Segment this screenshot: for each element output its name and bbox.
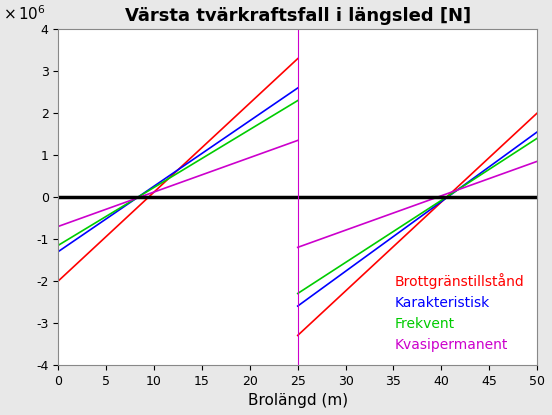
- Kvasipermanent: [294, 138, 301, 143]
- Legend: Brottgränstillstånd, Karakteristisk, Frekvent, Kvasipermanent: Brottgränstillstånd, Karakteristisk, Fre…: [389, 268, 530, 358]
- Karakteristisk: [294, 85, 301, 90]
- Frekvent: [55, 243, 62, 248]
- Karakteristisk: [55, 249, 62, 254]
- Y-axis label: $\times\,10^6$: $\times\,10^6$: [3, 4, 46, 22]
- Line: Karakteristisk: Karakteristisk: [59, 88, 298, 251]
- Kvasipermanent: [55, 224, 62, 229]
- Frekvent: [294, 98, 301, 103]
- Line: Frekvent: Frekvent: [59, 100, 298, 245]
- Brottgränstillstånd: [55, 278, 62, 283]
- Line: Brottgränstillstånd: Brottgränstillstånd: [59, 59, 298, 281]
- Title: Värsta tvärkraftsfall i längsled [N]: Värsta tvärkraftsfall i längsled [N]: [125, 7, 471, 25]
- Line: Kvasipermanent: Kvasipermanent: [59, 140, 298, 227]
- Brottgränstillstånd: [294, 56, 301, 61]
- X-axis label: Brolängd (m): Brolängd (m): [248, 393, 348, 408]
